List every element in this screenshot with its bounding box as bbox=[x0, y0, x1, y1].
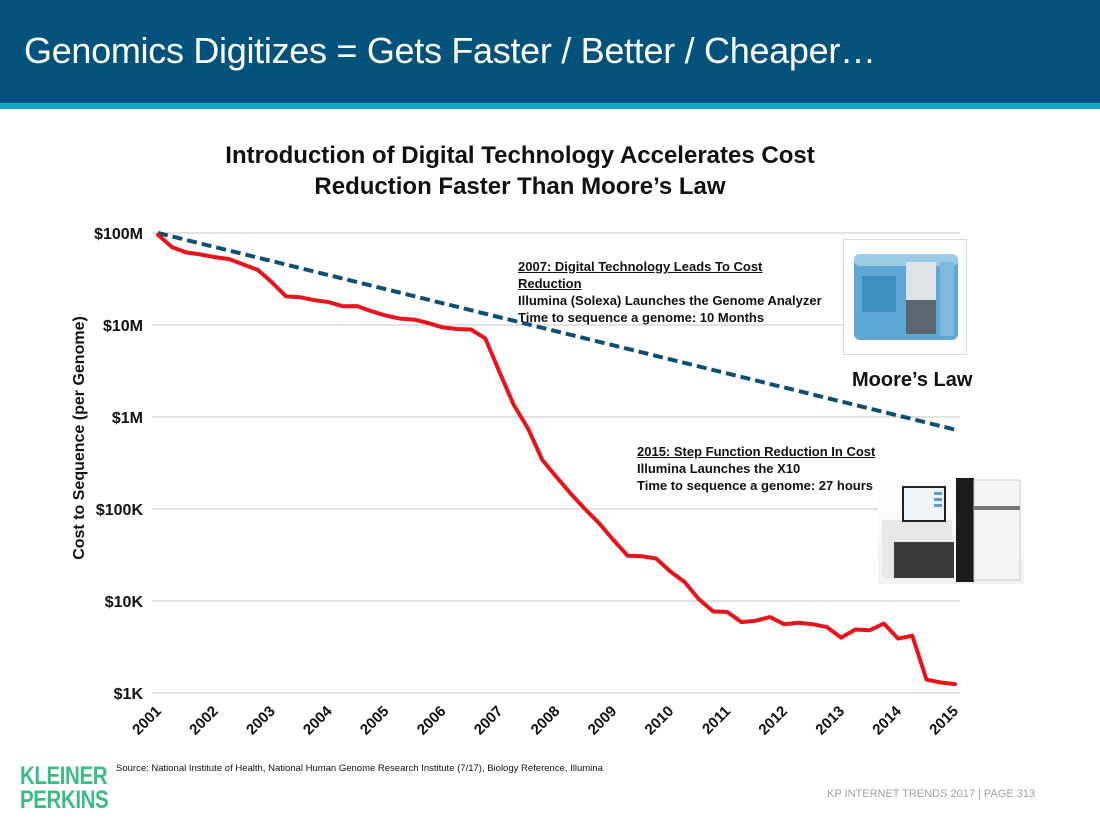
annotation-2015-line-3: Time to sequence a genome: 27 hours bbox=[637, 478, 873, 493]
y-tick-label: $100K bbox=[96, 502, 144, 519]
illumina-x10-image bbox=[878, 476, 1024, 584]
kleiner-perkins-logo: KLEINER PERKINS bbox=[20, 762, 109, 814]
series-lines bbox=[156, 231, 957, 687]
x-tick-label: 2009 bbox=[585, 703, 621, 739]
genome-analyzer-illustration bbox=[854, 254, 958, 340]
x-tick-label: 2006 bbox=[414, 703, 450, 739]
genome-analyzer-image bbox=[843, 239, 967, 355]
annotation-2015-heading: 2015: Step Function Reduction In Cost bbox=[637, 444, 876, 459]
chart-title: Introduction of Digital Technology Accel… bbox=[130, 140, 910, 202]
page-footer: KP INTERNET TRENDS 2017 | PAGE 313 bbox=[827, 788, 1036, 800]
header-stripe bbox=[0, 103, 1100, 109]
source-note: Source: National Institute of Health, Na… bbox=[116, 763, 603, 774]
logo-line-2: PERKINS bbox=[20, 786, 109, 814]
y-axis-label: Cost to Sequence (per Genome) bbox=[71, 316, 88, 560]
x-tick-label: 2005 bbox=[357, 703, 393, 739]
y-tick-label: $1M bbox=[112, 410, 143, 427]
chart-title-line-1: Introduction of Digital Technology Accel… bbox=[225, 142, 815, 169]
x-tick-label: 2010 bbox=[642, 703, 678, 739]
x-tick-label: 2011 bbox=[699, 703, 734, 738]
annotation-2007-heading-1: 2007: Digital Technology Leads To Cost bbox=[518, 259, 763, 274]
annotation-2007: 2007: Digital Technology Leads To Cost R… bbox=[518, 258, 822, 326]
chart-title-line-2: Reduction Faster Than Moore’s Law bbox=[314, 173, 726, 200]
annotation-2007-line-4: Time to sequence a genome: 10 Months bbox=[518, 310, 765, 325]
y-tick-label: $1K bbox=[114, 686, 144, 703]
y-tick-label: $10M bbox=[103, 318, 143, 335]
logo-line-1: KLEINER bbox=[20, 762, 108, 790]
x-tick-label: 2015 bbox=[926, 703, 962, 739]
slide-title: Genomics Digitizes = Gets Faster / Bette… bbox=[24, 30, 876, 71]
cost-per-genome-line bbox=[156, 232, 957, 687]
annotation-2007-line-3: Illumina (Solexa) Launches the Genome An… bbox=[518, 293, 822, 308]
moores-law-label: Moore’s Law bbox=[852, 369, 973, 391]
illumina-x10-illustration bbox=[882, 478, 1021, 582]
x-axis-ticks: 2001 2002 2003 2004 2005 2006 2007 2008 2009 2010… bbox=[129, 702, 962, 738]
x-tick-label: 2002 bbox=[186, 703, 222, 739]
x-tick-label: 2004 bbox=[300, 702, 336, 738]
annotation-2015-line-2: Illumina Launches the X10 bbox=[637, 461, 801, 476]
annotation-2015: 2015: Step Function Reduction In Cost Il… bbox=[637, 443, 875, 494]
x-tick-label: 2014 bbox=[869, 702, 905, 738]
moores-law-line bbox=[157, 231, 956, 432]
x-tick-label: 2007 bbox=[471, 703, 507, 739]
y-axis-ticks: $100M $10M $1M $100K $10K $1K bbox=[94, 226, 143, 703]
gridlines bbox=[152, 232, 960, 694]
x-tick-label: 2003 bbox=[243, 703, 279, 739]
header-bar bbox=[0, 0, 1100, 103]
y-tick-label: $10K bbox=[105, 594, 144, 611]
x-tick-label: 2001 bbox=[129, 703, 165, 739]
x-tick-label: 2012 bbox=[755, 703, 791, 739]
x-tick-label: 2013 bbox=[812, 703, 848, 739]
annotation-2007-heading-2: Reduction bbox=[518, 276, 582, 291]
x-tick-label: 2008 bbox=[528, 703, 564, 739]
y-tick-label: $100M bbox=[94, 226, 143, 243]
